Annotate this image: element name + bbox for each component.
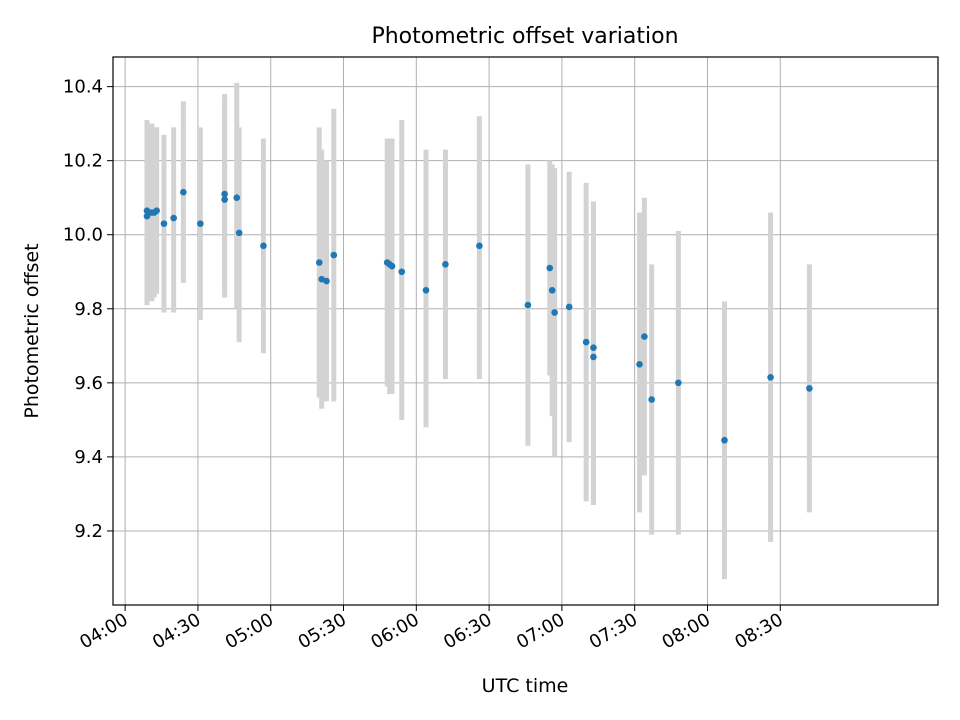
chart-title: Photometric offset variation xyxy=(371,24,678,49)
data-point xyxy=(160,220,168,227)
data-point xyxy=(641,333,648,340)
y-tick-label: 10.0 xyxy=(63,225,103,246)
plot-frame xyxy=(112,56,939,606)
y-tick-label: 9.4 xyxy=(74,447,103,468)
data-point xyxy=(143,212,151,220)
data-point xyxy=(636,361,643,368)
y-axis-label: Photometric offset xyxy=(21,243,43,418)
data-point xyxy=(721,436,728,444)
data-point xyxy=(315,259,323,266)
data-point xyxy=(180,188,187,196)
data-point xyxy=(524,301,532,309)
x-axis-label: UTC time xyxy=(482,675,569,697)
data-point xyxy=(442,261,449,268)
data-point xyxy=(582,338,590,346)
data-point xyxy=(235,229,243,237)
data-point xyxy=(565,303,573,311)
y-tick-label: 10.4 xyxy=(63,77,103,98)
data-point xyxy=(806,385,813,392)
y-tick-label: 9.8 xyxy=(74,299,103,320)
data-point xyxy=(675,379,682,387)
data-point xyxy=(546,264,554,272)
data-point xyxy=(330,251,338,259)
data-point xyxy=(323,277,330,285)
data-point xyxy=(197,220,204,227)
data-point xyxy=(398,268,406,276)
data-point xyxy=(170,214,177,222)
data-point xyxy=(476,242,483,250)
markers xyxy=(143,188,813,444)
data-point xyxy=(422,286,430,294)
data-point xyxy=(221,196,228,203)
y-tick-label: 10.2 xyxy=(63,151,103,172)
data-point xyxy=(648,396,655,403)
data-point xyxy=(767,373,774,381)
data-point xyxy=(590,344,597,351)
data-point xyxy=(548,286,556,294)
data-point xyxy=(233,194,241,202)
y-tick-label: 9.6 xyxy=(74,373,103,394)
y-tick-label: 9.2 xyxy=(74,521,103,542)
data-point xyxy=(551,309,558,316)
data-point xyxy=(221,190,228,198)
data-point xyxy=(260,242,267,250)
data-point xyxy=(388,262,396,270)
data-point xyxy=(153,207,160,214)
data-point xyxy=(590,353,597,361)
y-axis-ticks: 9.2 9.4 9.6 9.8 10.0 10.2 10.4 xyxy=(63,77,113,542)
